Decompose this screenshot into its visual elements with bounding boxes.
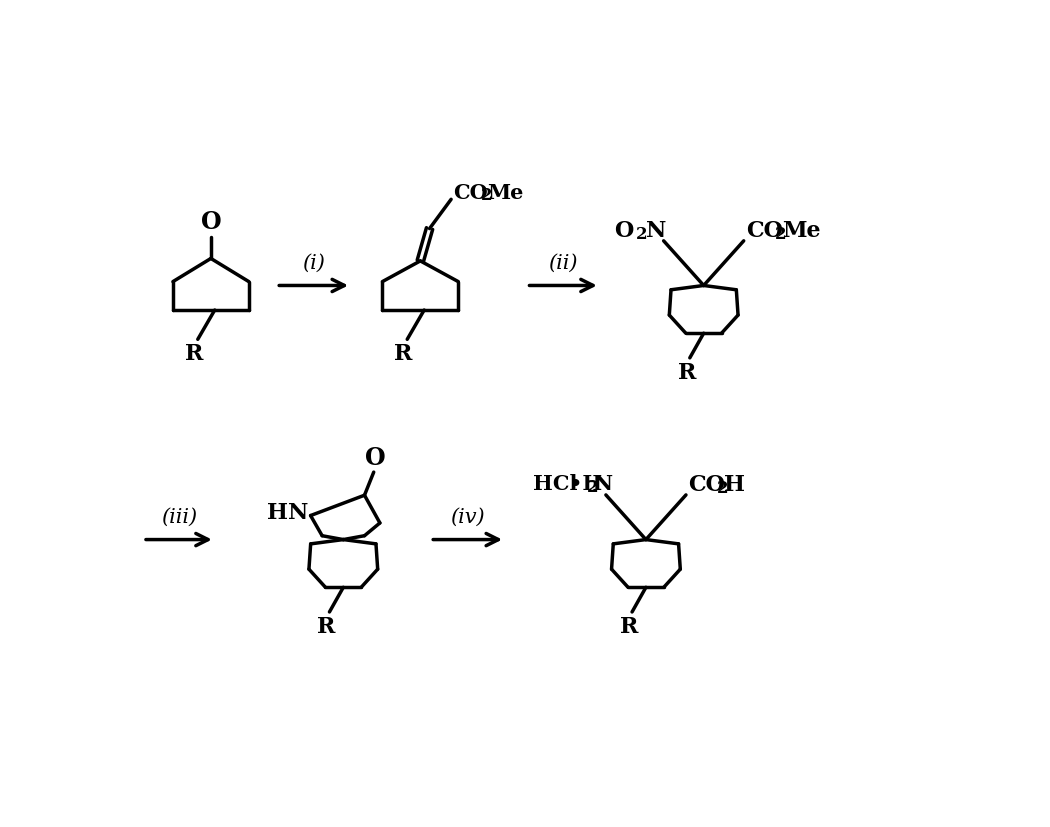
Text: 2: 2 <box>587 478 598 495</box>
Text: H: H <box>724 474 746 495</box>
Text: CO: CO <box>746 220 783 241</box>
Text: 2: 2 <box>636 225 648 242</box>
Text: 2: 2 <box>775 225 786 242</box>
Text: O: O <box>365 445 385 469</box>
Text: Me: Me <box>782 220 821 241</box>
Text: (iv): (iv) <box>450 507 485 526</box>
Text: •H: •H <box>569 474 603 494</box>
Text: R: R <box>677 361 696 383</box>
Text: Me: Me <box>487 183 524 203</box>
Text: R: R <box>394 342 413 365</box>
Text: N: N <box>646 220 666 241</box>
Text: (i): (i) <box>302 253 326 272</box>
Text: N: N <box>593 474 613 494</box>
Text: R: R <box>620 615 638 637</box>
Text: (ii): (ii) <box>548 253 578 272</box>
Text: HCl: HCl <box>532 474 578 494</box>
Text: CO: CO <box>689 474 726 495</box>
Text: CO: CO <box>454 183 488 203</box>
Text: R: R <box>185 342 203 365</box>
Text: R: R <box>317 615 336 637</box>
Text: HN: HN <box>267 501 309 523</box>
Text: 2: 2 <box>717 479 729 496</box>
Text: O: O <box>614 220 633 241</box>
Text: O: O <box>201 210 222 234</box>
Text: 2: 2 <box>481 187 492 204</box>
Text: (iii): (iii) <box>161 507 197 526</box>
